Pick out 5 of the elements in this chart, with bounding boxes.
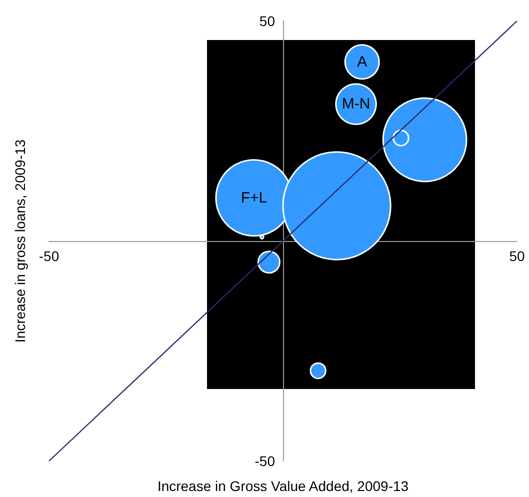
annotation: F+L xyxy=(240,189,268,206)
annotation: M-N xyxy=(342,96,370,113)
annotation: A xyxy=(357,53,368,70)
x-axis-title: Increase in Gross Value Added, 2009-13 xyxy=(157,478,409,494)
y-axis-title: Increase in gross loans, 2009-13 xyxy=(12,139,28,343)
